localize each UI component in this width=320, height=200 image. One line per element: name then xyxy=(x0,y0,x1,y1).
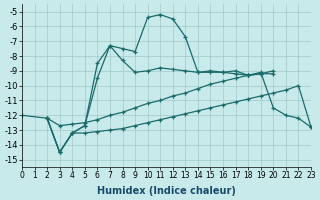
X-axis label: Humidex (Indice chaleur): Humidex (Indice chaleur) xyxy=(97,186,236,196)
